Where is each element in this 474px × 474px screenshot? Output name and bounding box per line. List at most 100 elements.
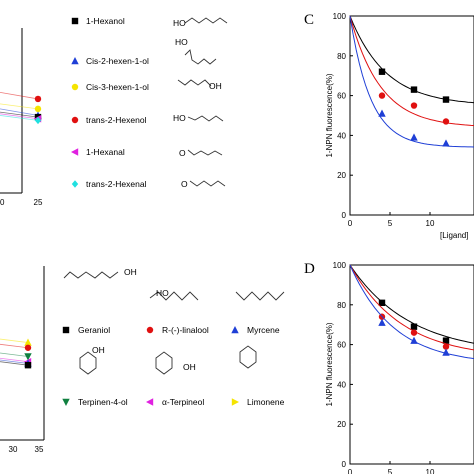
data-point (410, 86, 418, 93)
legend-label: Myrcene (247, 325, 280, 335)
legend-marker (231, 398, 239, 406)
fit-curve (0, 359, 29, 364)
y-tick-label: 20 (337, 171, 346, 180)
legend-marker (71, 83, 79, 91)
structure-icon (155, 351, 173, 375)
legend-marker (62, 398, 70, 406)
y-tick-label: 0 (342, 460, 347, 469)
data-point (378, 92, 386, 99)
legend-marker (62, 326, 70, 334)
y-tick-label: 60 (337, 92, 346, 101)
data-point (34, 95, 42, 103)
fit-curve (0, 361, 29, 366)
structure-text: O (179, 148, 186, 158)
structure-text: HO (175, 37, 188, 47)
data-point (378, 318, 386, 326)
structure-text: OH (92, 345, 105, 355)
legend-label: Terpinen-4-ol (78, 397, 128, 407)
structure-icon (177, 79, 212, 87)
x-tick-label: 10 (426, 219, 435, 228)
legend-marker (71, 57, 79, 65)
data-point (24, 353, 32, 361)
legend-marker (71, 148, 79, 156)
legend-label: 1-Hexanol (86, 16, 125, 26)
data-point (24, 344, 32, 351)
data-point (410, 133, 418, 141)
legend-label: Cis-2-hexen-1-ol (86, 56, 149, 66)
legend-label: α-Terpineol (162, 397, 204, 407)
fit-curve (0, 352, 29, 357)
y-tick-label: 100 (333, 12, 347, 21)
data-point (378, 68, 386, 75)
legend-marker (71, 17, 79, 25)
structure-text: OH (209, 81, 222, 91)
fit-curve (349, 264, 474, 351)
structure-text: HO (173, 113, 186, 123)
data-point (24, 338, 32, 346)
fit-curve (0, 103, 39, 110)
y-tick-label: 0 (342, 211, 347, 220)
x-tick-label: 0 (0, 198, 5, 207)
legend-marker (231, 326, 239, 334)
data-point (378, 299, 386, 307)
structure-text: HO (173, 18, 186, 28)
structure-icon (187, 149, 223, 156)
fit-curve (0, 357, 29, 363)
structure-icon (235, 291, 285, 301)
structure-text: OH (183, 362, 196, 372)
legend-label: R-(-)-linalool (162, 325, 209, 335)
fit-curve (0, 115, 39, 121)
data-point (34, 116, 42, 125)
structure-text: O (181, 179, 188, 189)
data-point (442, 343, 450, 350)
y-axis-label: 1-NPN fluorescence(%) (325, 73, 334, 157)
data-point (442, 118, 450, 125)
structure-icon (184, 17, 228, 24)
structure-icon (184, 49, 217, 65)
legend-label: Cis-3-hexen-1-ol (86, 82, 149, 92)
fit-curve (349, 264, 474, 360)
data-point (410, 102, 418, 109)
x-tick-label: 5 (388, 468, 393, 474)
legend-label: trans-2-Hexenal (86, 179, 147, 189)
structure-icon (79, 351, 97, 375)
fit-curve (0, 91, 39, 100)
fit-curve (0, 343, 29, 349)
y-tick-label: 80 (337, 301, 346, 310)
y-axis-label: 1-NPN fluorescence(%) (325, 322, 334, 406)
x-tick-label: 5 (388, 219, 393, 228)
data-point (442, 337, 450, 344)
structure-text: OH (124, 267, 137, 277)
data-point (442, 96, 450, 103)
legend-label: Limonene (247, 397, 285, 407)
panel-letter: C (304, 12, 314, 28)
x-tick-label: 10 (426, 468, 435, 474)
x-tick-label: 0 (348, 219, 353, 228)
structure-icon (187, 115, 224, 122)
x-tick-label: 35 (35, 445, 44, 454)
structure-icon (189, 180, 226, 187)
legend-marker (71, 180, 79, 188)
data-point (378, 109, 386, 117)
structure-text: HO (156, 288, 169, 298)
y-tick-label: 40 (337, 380, 346, 389)
plot-frame (349, 15, 474, 216)
panel-letter: D (304, 261, 315, 277)
x-axis-label: [Ligand] (440, 231, 468, 240)
fit-curve (349, 264, 474, 344)
y-tick-label: 40 (337, 131, 346, 140)
fit-curve (349, 15, 474, 148)
legend-marker (146, 398, 154, 406)
y-tick-label: 100 (333, 261, 347, 270)
legend-marker (71, 116, 79, 124)
y-tick-label: 60 (337, 341, 346, 350)
fit-curve (0, 113, 39, 120)
x-tick-label: 0 (348, 468, 353, 474)
legend-label: 1-Hexanal (86, 147, 125, 157)
legend-label: trans-2-Hexenol (86, 115, 147, 125)
legend-label: Geraniol (78, 325, 110, 335)
structure-icon (63, 271, 119, 279)
structure-icon (149, 291, 199, 301)
data-point (442, 139, 450, 147)
